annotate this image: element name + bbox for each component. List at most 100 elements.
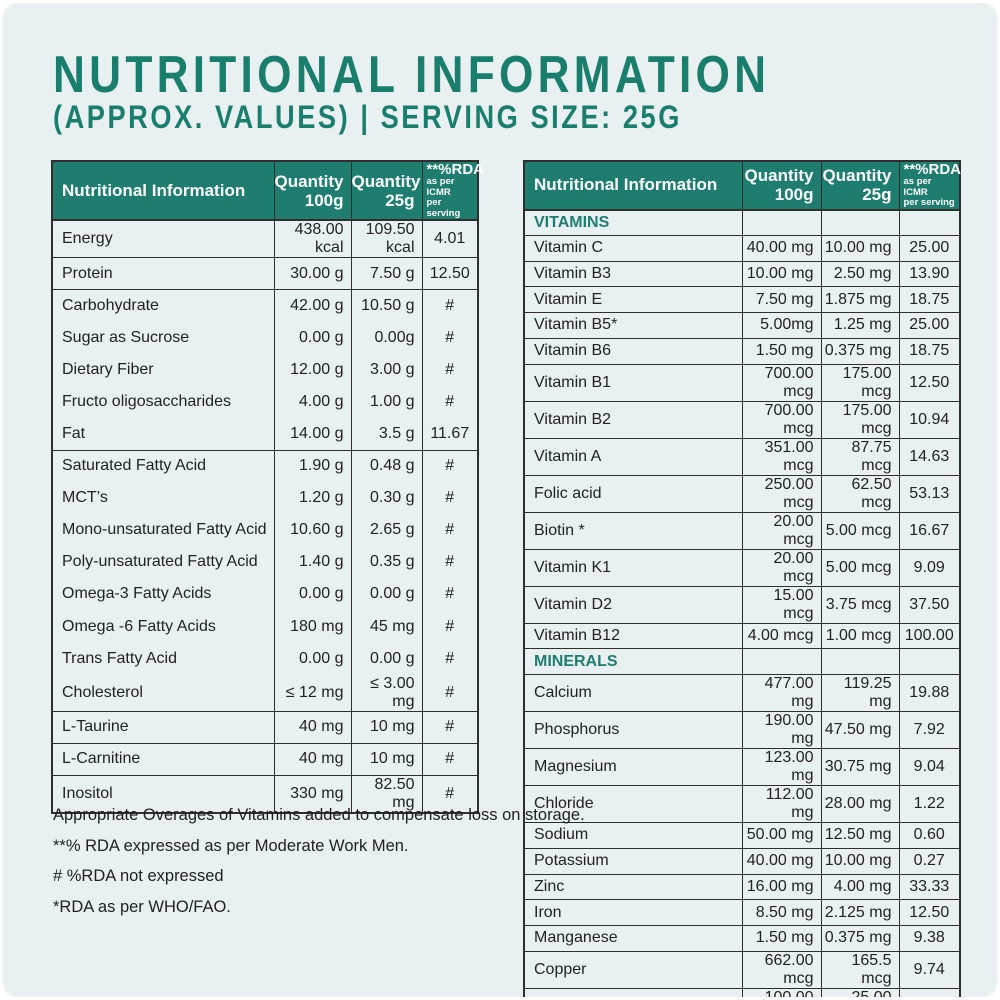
nutrient-name-cell: Energy xyxy=(52,220,274,258)
quantity-value-cell: 438.00 kcal xyxy=(273,220,351,258)
table-row: Vitamin B12 4.00 mcg 1.00 mcg 100.00 xyxy=(524,623,960,650)
table-row: Mono-unsaturated Fatty Acid 10.60 g 2.65 g… xyxy=(52,514,478,547)
header-nutritional-information: Nutritional Information xyxy=(52,161,274,221)
quantity-value-cell: 15.00 mcg xyxy=(741,586,821,624)
quantity-value-cell: 7.50 g xyxy=(350,257,422,291)
rda-value-cell: 9.74 xyxy=(898,951,960,989)
macro-nutrients-table: Nutritional Information Quantity 100g Qu… xyxy=(51,160,484,814)
quantity-value-cell: 7.50 mg xyxy=(741,286,821,313)
nutrient-name-cell: Trans Fatty Acid xyxy=(62,649,177,667)
rda-value-cell: # xyxy=(421,711,478,744)
table-row: Copper 662.00 mcg 165.5 mcg 9.74 xyxy=(524,951,960,989)
quantity-value-cell: 40 mg xyxy=(273,743,351,776)
nutrient-name-cell: Vitamin B2 xyxy=(524,401,742,439)
quantity-value-cell: 0.48 g xyxy=(350,450,422,483)
quantity-value-cell: 30.00 g xyxy=(273,257,351,291)
quantity-value-cell: 0.375 mg xyxy=(820,925,899,952)
rda-value-cell: # xyxy=(421,289,478,322)
header-quantity-100g: Quantity 100g xyxy=(741,161,821,211)
quantity-value-cell: 1.875 mg xyxy=(820,286,899,313)
section-row: VITAMINS xyxy=(524,209,960,236)
quantity-value-cell: 0.30 g xyxy=(350,482,422,515)
quantity-value-cell: 119.25 mg xyxy=(820,674,899,712)
nutrient-name-cell: Chloride xyxy=(524,785,742,823)
rda-value-cell: 0.60 xyxy=(898,822,960,849)
nutrient-name-cell: Biotin * xyxy=(524,512,742,550)
rda-value-cell: 9.38 xyxy=(898,925,960,952)
quantity-value-cell: 0.00 g xyxy=(350,578,422,611)
quantity-value-cell: 28.00 mg xyxy=(820,785,899,823)
rda-value-cell: # xyxy=(421,353,478,386)
nutrient-name-cell: Folic acid xyxy=(524,475,742,513)
quantity-value-cell: 100.00 mcg xyxy=(741,988,821,997)
quantity-value-cell: 2.65 g xyxy=(350,514,422,547)
rda-value-cell: # xyxy=(421,775,478,814)
nutrient-name-cell: Iron xyxy=(524,899,742,926)
table-row: Carbohydrate 42.00 g 10.50 g # xyxy=(52,289,478,322)
table-row: Vitamin E 7.50 mg 1.875 mg 18.75 xyxy=(524,286,960,313)
quantity-value-cell: 10.50 g xyxy=(350,289,422,322)
footnote-rda-basis: **% RDA expressed as per Moderate Work M… xyxy=(53,836,409,855)
quantity-value-cell: 1.00 mcg xyxy=(820,623,899,650)
nutrient-name-cell: Sodium xyxy=(524,822,742,849)
table-row: Calcium 477.00 mg 119.25 mg 19.88 xyxy=(524,674,960,712)
rda-value-cell: 11.67 xyxy=(421,417,478,451)
quantity-value-cell: 180 mg xyxy=(273,610,351,643)
quantity-value-cell: 62.50 mcg xyxy=(820,475,899,513)
rda-value-cell: # xyxy=(421,385,478,418)
nutrient-name-cell: Copper xyxy=(524,951,742,989)
quantity-value-cell: 351.00 mcg xyxy=(741,438,821,476)
quantity-value-cell: 10.00 mg xyxy=(741,261,821,288)
quantity-value-cell: 1.50 mg xyxy=(741,338,821,365)
quantity-value-cell: 330 mg xyxy=(273,775,351,814)
rda-value-cell: 14.63 xyxy=(898,438,960,476)
nutrient-name-cell: Vitamin E xyxy=(524,286,742,313)
quantity-value-cell: 40.00 mg xyxy=(741,235,821,262)
quantity-value-cell: 1.50 mg xyxy=(741,925,821,952)
table-row: Zinc 16.00 mg 4.00 mg 33.33 xyxy=(524,874,960,901)
header-quantity-25g: Quantity 25g xyxy=(820,161,899,211)
quantity-value-cell: 2.50 mg xyxy=(820,261,899,288)
table-row: Vitamin C 40.00 mg 10.00 mg 25.00 xyxy=(524,235,960,262)
quantity-value-cell: 20.00 mcg xyxy=(741,512,821,550)
quantity-value-cell: 12.00 g xyxy=(273,353,351,386)
table-row: Fat 14.00 g 3.5 g 11.67 xyxy=(52,417,478,451)
table-row: Protein 30.00 g 7.50 g 12.50 xyxy=(52,257,478,291)
table-row: Vitamin B6 1.50 mg 0.375 mg 18.75 xyxy=(524,338,960,365)
table-row: Fructo oligosaccharides 4.00 g 1.00 g # xyxy=(52,385,478,418)
rda-value-cell: 10.94 xyxy=(898,401,960,439)
nutrient-name-cell: Vitamin A xyxy=(524,438,742,476)
nutrient-name-cell: Omega -6 Fatty Acids xyxy=(62,617,216,635)
quantity-value-cell: 2.125 mg xyxy=(820,899,899,926)
quantity-value-cell: 40.00 mg xyxy=(741,848,821,875)
quantity-value-cell: 662.00 mcg xyxy=(741,951,821,989)
rda-value-cell: 18.75 xyxy=(898,338,960,365)
table-row: Poly-unsaturated Fatty Acid 1.40 g 0.35 g # xyxy=(52,546,478,579)
quantity-value-cell: 3.75 mcg xyxy=(820,586,899,624)
rda-value-cell: 4.01 xyxy=(421,220,478,258)
quantity-value-cell: 5.00mg xyxy=(741,312,821,339)
quantity-value-cell xyxy=(820,648,899,675)
table-row: Folic acid 250.00 mcg 62.50 mcg 53.13 xyxy=(524,475,960,513)
header-quantity-100g: Quantity 100g xyxy=(273,161,351,221)
rda-value-cell xyxy=(898,648,960,675)
table-row: Sugar as Sucrose 0.00 g 0.00g # xyxy=(52,321,478,354)
table-row: Energy 438.00 kcal 109.50 kcal 4.01 xyxy=(52,220,478,258)
nutrient-name-cell: Vitamin B3 xyxy=(524,261,742,288)
quantity-value-cell: 0.00 g xyxy=(350,642,422,675)
nutrient-name-cell: Sugar as Sucrose xyxy=(62,328,190,346)
header-nutritional-information: Nutritional Information xyxy=(524,161,742,211)
header-row: Nutritional Information Quantity 100g Qu… xyxy=(524,161,961,211)
nutrient-name-cell: Zinc xyxy=(524,874,742,901)
quantity-value-cell: ≤ 12 mg xyxy=(273,674,351,712)
nutrient-name-cell: Chromium xyxy=(524,988,742,997)
nutrient-name-cell: Vitamin C xyxy=(524,235,742,262)
table-row: Vitamin B3 10.00 mg 2.50 mg 13.90 xyxy=(524,261,960,288)
nutrient-name-cell: Manganese xyxy=(524,925,742,952)
header-rda: **%RDA as per ICMR per serving xyxy=(898,161,961,211)
rda-value-cell: 1.22 xyxy=(898,785,960,823)
quantity-value-cell: 1.00 g xyxy=(350,385,422,418)
quantity-value-cell: 700.00 mcg xyxy=(741,364,821,402)
rda-value-cell: 12.50 xyxy=(421,257,478,291)
quantity-value-cell: 30.75 mg xyxy=(820,748,899,786)
